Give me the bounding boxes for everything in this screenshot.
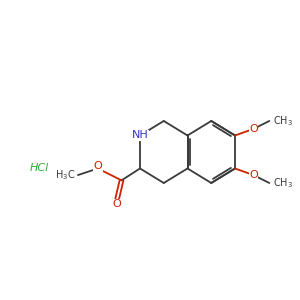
- Text: O: O: [93, 161, 102, 171]
- Text: O: O: [249, 124, 258, 134]
- Text: CH$_3$: CH$_3$: [273, 114, 293, 128]
- Text: H$_3$C: H$_3$C: [55, 168, 75, 182]
- Text: CH$_3$: CH$_3$: [273, 176, 293, 190]
- Text: HCl: HCl: [30, 164, 49, 173]
- Text: O: O: [112, 199, 121, 209]
- Text: O: O: [249, 170, 258, 180]
- Text: NH: NH: [132, 130, 148, 140]
